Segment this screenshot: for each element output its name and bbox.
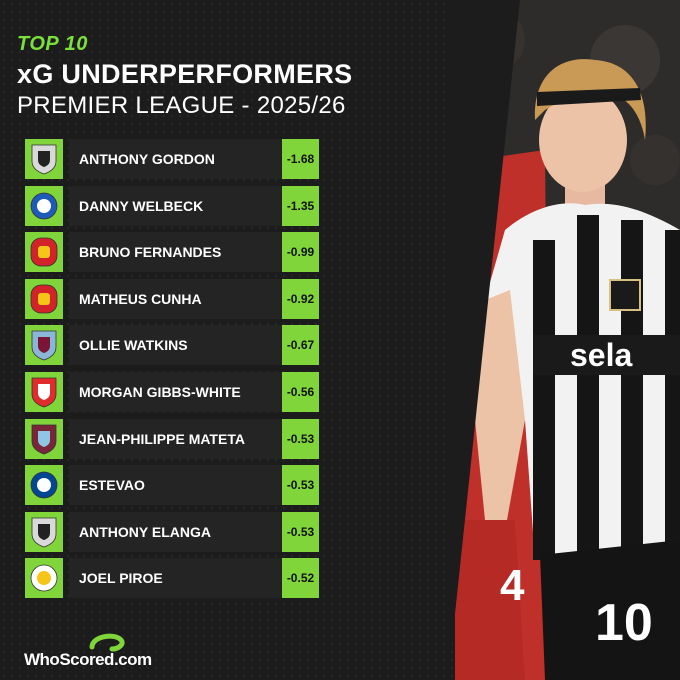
list-item: OLLIE WATKINS -0.67 xyxy=(25,325,319,366)
club-badge xyxy=(25,418,63,459)
club-badge xyxy=(25,558,63,599)
xg-value-box: -0.56 xyxy=(282,371,319,412)
xg-value: -1.35 xyxy=(286,198,315,213)
player-name: OLLIE WATKINS xyxy=(79,337,188,354)
player-name-box: ESTEVAO xyxy=(69,465,291,506)
xg-value-box: -0.99 xyxy=(282,232,319,273)
top-label: TOP 10 xyxy=(17,33,88,55)
player-name-box: MORGAN GIBBS-WHITE xyxy=(69,371,291,412)
opponent-number: 4 xyxy=(500,561,525,610)
club-badge xyxy=(25,278,63,319)
west-ham-crest-icon xyxy=(31,424,57,454)
xg-value-box: -1.35 xyxy=(282,185,319,226)
list-item: DANNY WELBECK -1.35 xyxy=(25,185,319,226)
xg-value-box: -0.53 xyxy=(282,465,319,506)
list-item: MATHEUS CUNHA -0.92 xyxy=(25,278,319,319)
logo-text: WhoScored.com xyxy=(24,650,152,669)
club-badge xyxy=(25,511,63,552)
club-badge xyxy=(25,185,63,226)
xg-value-box: -0.52 xyxy=(282,558,319,599)
xg-value: -0.53 xyxy=(286,431,315,446)
xg-value: -0.53 xyxy=(286,478,315,493)
player-name-box: JOEL PIROE xyxy=(69,558,291,599)
club-badge xyxy=(25,139,63,179)
player-name: ESTEVAO xyxy=(79,477,145,494)
player-name-box: DANNY WELBECK xyxy=(69,185,291,226)
xg-value: -0.99 xyxy=(286,245,315,260)
player-name: MATHEUS CUNHA xyxy=(79,290,202,307)
leeds-crest-icon xyxy=(30,564,58,592)
chelsea-crest-icon xyxy=(30,471,58,499)
player-name: ANTHONY GORDON xyxy=(79,151,215,167)
newcastle-crest-icon xyxy=(31,517,57,548)
club-badge xyxy=(25,371,63,412)
xg-value: -1.68 xyxy=(286,152,315,166)
newcastle-crest-icon xyxy=(31,144,57,175)
list-item: JOEL PIROE -0.52 xyxy=(25,558,319,599)
logo-swoosh-icon xyxy=(89,633,125,652)
club-badge xyxy=(25,325,63,366)
man-utd-crest-icon xyxy=(30,237,58,267)
xg-value: -0.52 xyxy=(286,571,315,586)
player-name: BRUNO FERNANDES xyxy=(79,244,222,261)
list-item: ANTHONY GORDON -1.68 xyxy=(25,139,319,179)
page-title: xG UNDERPERFORMERS xyxy=(17,59,353,89)
aston-villa-crest-icon xyxy=(31,330,57,361)
club-badge xyxy=(25,232,63,273)
club-badge xyxy=(25,465,63,506)
xg-value-box: -1.68 xyxy=(282,139,319,179)
xg-value-box: -0.53 xyxy=(282,511,319,552)
xg-value-box: -0.53 xyxy=(282,418,319,459)
xg-value: -0.92 xyxy=(286,291,315,306)
player-name-box: JEAN-PHILIPPE MATETA xyxy=(69,418,291,459)
shirt-number: 10 xyxy=(595,594,653,652)
player-name: MORGAN GIBBS-WHITE xyxy=(79,383,241,400)
shirt-sponsor: sela xyxy=(570,337,632,373)
xg-value: -0.56 xyxy=(286,384,315,399)
nottingham-forest-crest-icon xyxy=(31,377,57,408)
whoscored-logo: WhoScored.com xyxy=(24,633,164,673)
player-illustration: 4 sela 10 xyxy=(455,0,680,680)
list-item: MORGAN GIBBS-WHITE -0.56 xyxy=(25,371,319,412)
xg-value: -0.53 xyxy=(286,524,315,539)
player-name-box: OLLIE WATKINS xyxy=(69,325,291,366)
player-name-box: ANTHONY GORDON xyxy=(69,139,291,179)
player-name-box: ANTHONY ELANGA xyxy=(69,511,291,552)
player-photo: 4 sela 10 xyxy=(455,0,680,680)
list-item: JEAN-PHILIPPE MATETA -0.53 xyxy=(25,418,319,459)
player-name-box: MATHEUS CUNHA xyxy=(69,278,291,319)
ranking-list: ANTHONY GORDON -1.68 DANNY WELBECK -1.35 BRU… xyxy=(25,139,319,605)
player-name: JOEL PIROE xyxy=(79,570,163,587)
list-item: ANTHONY ELANGA -0.53 xyxy=(25,511,319,552)
player-name-box: BRUNO FERNANDES xyxy=(69,232,291,273)
xg-value-box: -0.92 xyxy=(282,278,319,319)
player-name: DANNY WELBECK xyxy=(79,197,204,214)
player-name: ANTHONY ELANGA xyxy=(79,523,211,540)
list-item: BRUNO FERNANDES -0.99 xyxy=(25,232,319,273)
xg-value: -0.67 xyxy=(286,338,315,353)
page-subtitle: PREMIER LEAGUE - 2025/26 xyxy=(17,92,346,119)
man-utd-crest-icon xyxy=(30,284,58,314)
player-name: JEAN-PHILIPPE MATETA xyxy=(79,430,245,447)
xg-value-box: -0.67 xyxy=(282,325,319,366)
brighton-crest-icon xyxy=(30,192,58,219)
list-item: ESTEVAO -0.53 xyxy=(25,465,319,506)
